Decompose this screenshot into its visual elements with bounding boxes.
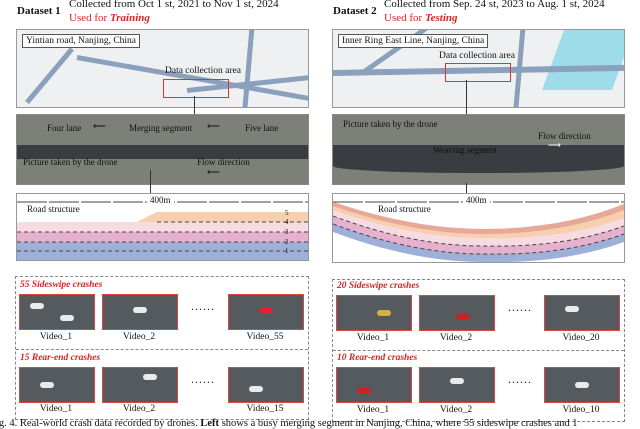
dataset-1-title: Dataset 1 (17, 5, 61, 17)
flow-direction-label: Flow direction (197, 157, 250, 167)
video-thumbnail[interactable] (336, 295, 412, 331)
dataset-1-collected: Collected from Oct 1 st, 2021 to Nov 1 s… (69, 0, 279, 10)
ellipsis: ...... (508, 300, 532, 314)
rear-end-title: 15 Rear-end crashes (20, 353, 101, 363)
video-thumbnail[interactable] (19, 367, 95, 403)
length-label: 400m (147, 195, 174, 205)
crash-box-dataset-1: 55 Sideswipe crashes ...... Video_1 Vide… (15, 276, 309, 420)
arrow-right-icon: ⟶ (548, 140, 561, 150)
lane-number: 2 (285, 238, 289, 246)
weaving-segment-label: Weaving segment (433, 145, 498, 155)
road-structure-label: Road structure (378, 204, 431, 214)
usage-emph: Training (109, 12, 150, 24)
lane-number: 1 (285, 247, 289, 255)
video-thumbnail[interactable] (419, 295, 495, 331)
four-lane-label: Four lane (47, 123, 82, 133)
caption-text: ig. 4. Real-world crash data recorded by… (0, 418, 201, 429)
video-thumbnail[interactable] (19, 294, 95, 330)
sideswipe-title: 20 Sideswipe crashes (337, 281, 420, 291)
ellipsis: ...... (508, 372, 532, 386)
arrow-down (466, 80, 467, 114)
arrow-down (466, 183, 467, 193)
picture-taken-label: Picture taken by the drone (23, 157, 118, 167)
caption-bold: Left (200, 418, 220, 429)
dataset-2-title: Dataset 2 (333, 5, 377, 17)
video-label: Video_1 (39, 332, 73, 342)
video-thumbnail[interactable] (544, 295, 620, 331)
lane-number: 3 (285, 228, 289, 236)
video-thumbnail[interactable] (544, 367, 620, 403)
video-thumbnail[interactable] (419, 367, 495, 403)
video-label: Video_2 (439, 405, 473, 415)
video-label: Video_55 (246, 332, 284, 342)
arrow-left-icon: ⟵ (93, 121, 106, 131)
lane-number: 4 (285, 218, 289, 226)
drone-photo-dataset-2: Picture taken by the drone Flow directio… (332, 114, 625, 185)
map-dataset-2: Inner Ring East Line, Nanjing, China Dat… (332, 29, 625, 108)
video-thumbnail[interactable] (102, 294, 178, 330)
map-location-label: Inner Ring East Line, Nanjing, China (338, 34, 489, 48)
video-label: Video_1 (39, 404, 73, 414)
arrow-left-icon: ⟵ (207, 167, 220, 177)
usage-prefix: Used for (384, 12, 425, 24)
five-lane-label: Five lane (245, 123, 279, 133)
sideswipe-title: 55 Sideswipe crashes (20, 280, 103, 290)
caption-text: shows a busy merging segment in Nanjing,… (219, 418, 578, 429)
flow-direction-label: Flow direction (538, 131, 591, 141)
usage-prefix: Used for (69, 12, 110, 24)
data-collection-area-label: Data collection area (439, 51, 515, 61)
road-structure-diagram (333, 201, 624, 262)
rear-end-title: 10 Rear-end crashes (337, 353, 418, 363)
video-label: Video_2 (122, 332, 156, 342)
arrow-left-icon: ⟵ (207, 121, 220, 131)
video-label: Video_20 (562, 333, 600, 343)
ellipsis: ...... (191, 299, 215, 313)
arrow-down (194, 96, 195, 114)
ellipsis: ...... (191, 372, 215, 386)
drone-photo-dataset-1: Four lane ⟵ Merging segment ⟵ Five lane … (16, 114, 309, 185)
road-structure-dataset-2: 400m Road structure (332, 193, 625, 263)
road-structure-label: Road structure (27, 204, 80, 214)
video-label: Video_1 (356, 333, 390, 343)
dataset-1-usage: Used for Training (69, 12, 150, 24)
usage-emph: Testing (424, 12, 458, 24)
merging-segment-label: Merging segment (129, 123, 193, 133)
video-thumbnail[interactable] (336, 367, 412, 403)
figure-caption: ig. 4. Real-world crash data recorded by… (0, 418, 578, 429)
length-label: 400m (463, 195, 490, 205)
video-thumbnail[interactable] (228, 294, 304, 330)
video-thumbnail[interactable] (102, 367, 178, 403)
arrow-down (150, 170, 151, 193)
picture-taken-label: Picture taken by the drone (343, 119, 438, 129)
video-label: Video_2 (122, 404, 156, 414)
dataset-2-collected: Collected from Sep. 24 st, 2023 to Aug. … (384, 0, 605, 10)
dataset-2-usage: Used for Testing (384, 12, 458, 24)
data-collection-area-label: Data collection area (165, 66, 241, 76)
divider (333, 350, 624, 351)
map-dataset-1: Yintian road, Nanjing, China Data collec… (16, 29, 309, 108)
video-label: Video_1 (356, 405, 390, 415)
video-label: Video_10 (562, 405, 600, 415)
road-structure-diagram (17, 201, 308, 260)
data-collection-area-box (445, 63, 511, 82)
data-collection-area-box (163, 79, 229, 98)
lane-number: 5 (285, 209, 289, 217)
crash-box-dataset-2: 20 Sideswipe crashes ...... Video_1 Vide… (332, 279, 625, 422)
map-location-label: Yintian road, Nanjing, China (22, 34, 141, 48)
video-thumbnail[interactable] (228, 367, 304, 403)
video-label: Video_2 (439, 333, 473, 343)
road-structure-dataset-1: 400m Road structure 5 4 3 2 1 (16, 193, 309, 261)
divider (16, 349, 308, 350)
video-label: Video_15 (246, 404, 284, 414)
